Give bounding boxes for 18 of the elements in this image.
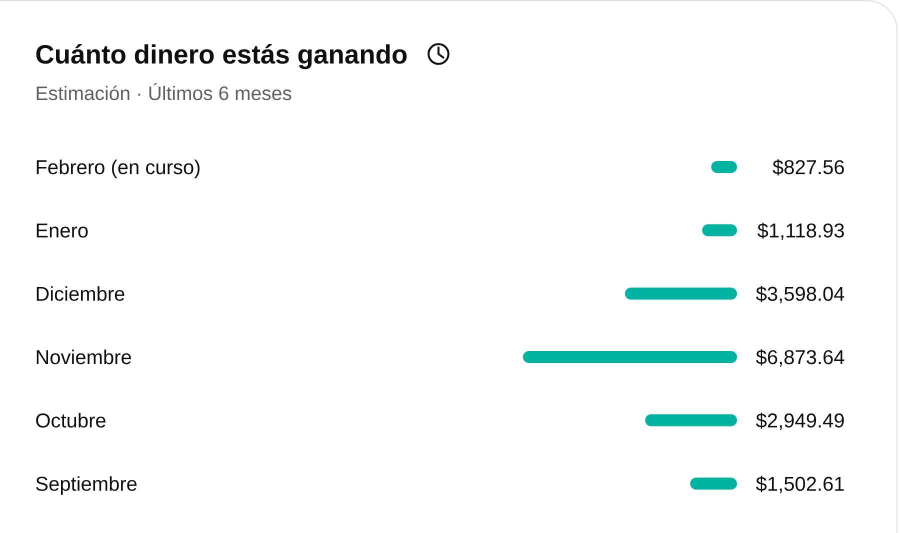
data-label: $6,873.64 <box>756 349 844 367</box>
data-label: $1,118.93 <box>758 222 844 240</box>
bar <box>624 288 737 300</box>
y-tick-label: Septiembre <box>36 476 137 495</box>
text: Estimación · Últimos 6 meses <box>36 83 292 100</box>
y-tick-label: Enero <box>36 224 88 238</box>
bar <box>645 414 737 426</box>
y-tick-label: Noviembre <box>36 350 131 364</box>
bar <box>690 478 737 490</box>
bar <box>522 350 737 363</box>
data-label: $827.56 <box>772 159 844 176</box>
data-label: $1,502.61 <box>756 476 844 494</box>
data-label: $3,598.04 <box>756 286 844 304</box>
y-tick-label: Octubre <box>36 412 106 428</box>
text: Cuánto dinero estás ganando <box>36 44 407 70</box>
y-tick-label: Febrero (en curso) <box>36 160 200 178</box>
data-label: $2,949.49 <box>756 412 844 430</box>
y-tick-label: Diciembre <box>36 286 124 301</box>
